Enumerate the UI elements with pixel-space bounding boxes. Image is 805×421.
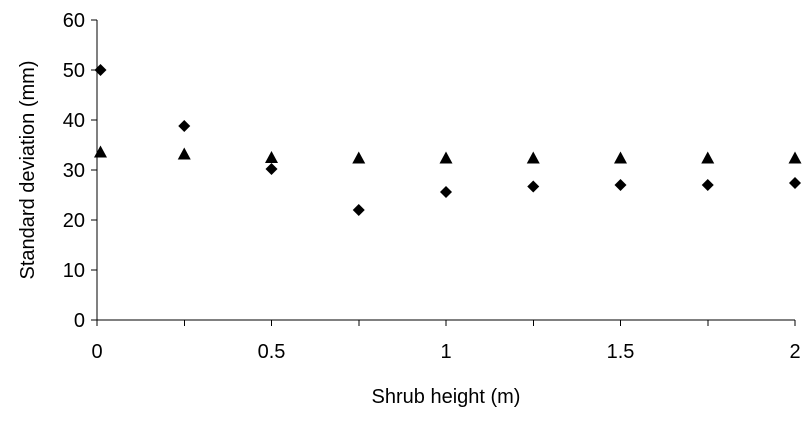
triangle-point [352, 151, 366, 164]
triangle-point [788, 151, 802, 164]
diamond-point [265, 163, 278, 175]
diamond-point [352, 204, 365, 216]
x-tick-label: 1 [440, 341, 451, 363]
y-tick-label: 50 [63, 60, 85, 82]
diamond-point [440, 186, 452, 198]
y-tick-label: 40 [63, 110, 85, 132]
triangle-point [614, 151, 627, 164]
triangle-point [265, 151, 278, 163]
x-tick-label: 0.5 [258, 341, 286, 363]
diamond-point [701, 179, 714, 191]
x-tick-label: 1.5 [607, 341, 635, 363]
y-tick-label: 30 [63, 160, 85, 182]
x-axis-title: Shrub height (m) [372, 386, 521, 408]
triangle-point [93, 145, 107, 158]
y-axis-title: Standard deviation (mm) [17, 61, 39, 280]
triangle-point [439, 151, 453, 164]
triangle-point [526, 151, 540, 164]
x-tick-label: 0 [91, 341, 102, 363]
plot-area: 0 10 20 30 40 50 60 0 0.5 1 1.5 2 [63, 10, 802, 363]
y-tick-label: 0 [74, 310, 85, 332]
diamond-point [789, 177, 801, 189]
y-tick-label: 60 [63, 10, 85, 32]
x-tick-label: 2 [789, 341, 800, 363]
triangle-point [701, 151, 715, 164]
diamond-point [527, 180, 540, 193]
diamond-point [178, 120, 191, 132]
triangle-point [177, 147, 191, 160]
y-tick-label: 10 [63, 260, 85, 282]
diamond-point [94, 64, 107, 76]
diamond-point [614, 179, 627, 191]
y-tick-label: 20 [63, 210, 85, 232]
